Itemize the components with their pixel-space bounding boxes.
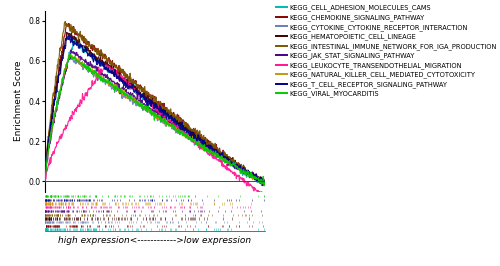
Y-axis label: Enrichment Score: Enrichment Score — [14, 61, 23, 141]
Legend: KEGG_CELL_ADHESION_MOLECULES_CAMS, KEGG_CHEMOKINE_SIGNALING_PATHWAY, KEGG_CYTOKI: KEGG_CELL_ADHESION_MOLECULES_CAMS, KEGG_… — [276, 5, 496, 97]
X-axis label: high expression<------------>low expression: high expression<------------>low express… — [58, 236, 252, 244]
